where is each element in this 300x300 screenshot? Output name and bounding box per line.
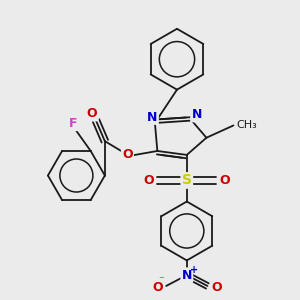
- Text: F: F: [69, 117, 78, 130]
- Text: O: O: [87, 107, 98, 120]
- Text: CH₃: CH₃: [236, 121, 256, 130]
- Text: N: N: [182, 268, 192, 282]
- Text: +: +: [190, 265, 198, 275]
- Text: ⁻: ⁻: [158, 275, 164, 285]
- Text: N: N: [147, 111, 158, 124]
- Text: O: O: [220, 174, 230, 187]
- Text: O: O: [152, 281, 163, 294]
- Text: S: S: [182, 173, 192, 188]
- Text: O: O: [143, 174, 154, 187]
- Text: O: O: [122, 148, 133, 161]
- Text: O: O: [211, 281, 222, 294]
- Text: N: N: [191, 108, 202, 121]
